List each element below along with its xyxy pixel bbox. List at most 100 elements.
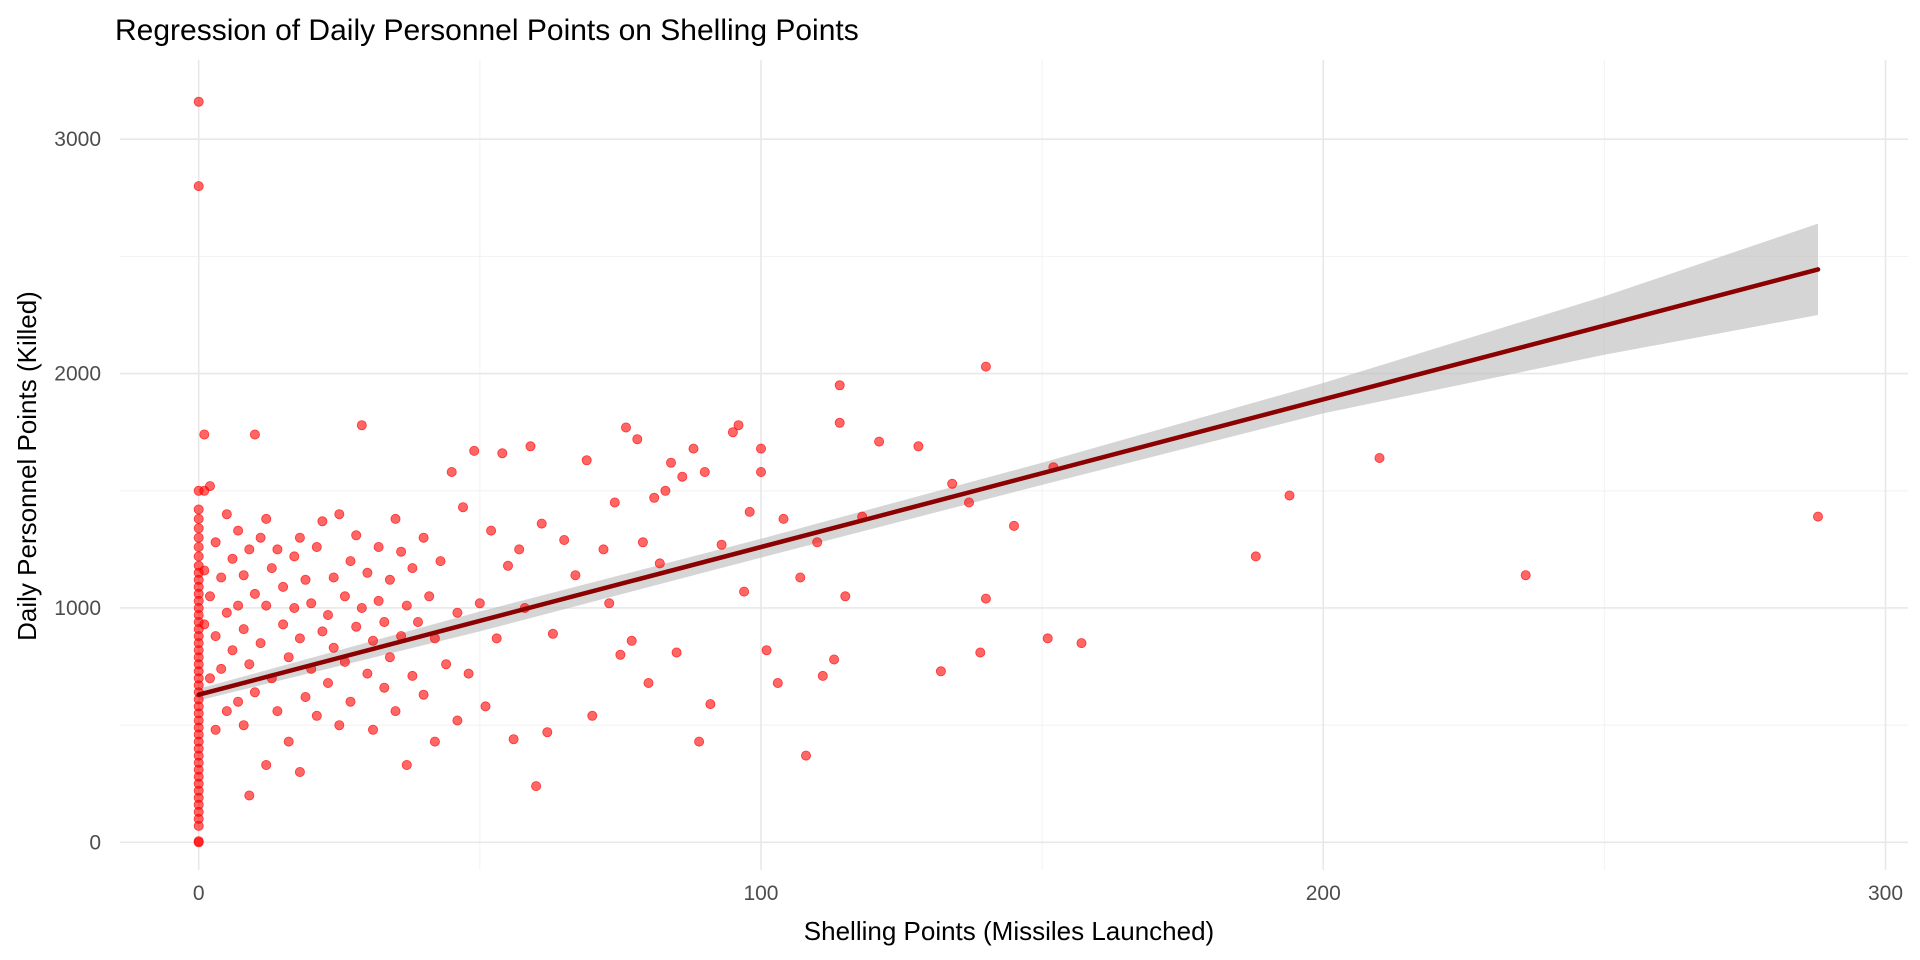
data-point <box>210 537 221 548</box>
data-point <box>283 736 294 747</box>
data-point <box>531 781 542 792</box>
y-tick-label: 3000 <box>54 128 101 151</box>
data-point <box>356 603 367 614</box>
data-point <box>1076 638 1087 649</box>
data-point <box>418 532 429 543</box>
data-point <box>334 509 345 520</box>
data-point <box>581 455 592 466</box>
y-tick-label: 2000 <box>54 363 101 386</box>
data-point <box>261 760 272 771</box>
data-point <box>362 567 373 578</box>
x-tick-label: 100 <box>743 882 778 905</box>
x-tick-label: 200 <box>1306 882 1341 905</box>
x-axis-ticks: 0 100 200 300 <box>193 882 1903 905</box>
data-point <box>328 642 339 653</box>
data-point <box>193 551 204 562</box>
data-point <box>362 668 373 679</box>
data-point <box>199 429 210 440</box>
data-point <box>233 600 244 611</box>
data-point <box>412 617 423 628</box>
data-point <box>379 682 390 693</box>
data-point <box>671 647 682 658</box>
data-point <box>457 502 468 513</box>
data-point <box>193 181 204 192</box>
scatter-points <box>193 96 1824 848</box>
data-point <box>221 706 232 717</box>
data-point <box>311 542 322 553</box>
data-point <box>547 628 558 639</box>
data-point <box>244 544 255 555</box>
data-point <box>193 504 204 515</box>
data-point <box>289 551 300 562</box>
data-point <box>345 696 356 707</box>
data-point <box>452 607 463 618</box>
data-point <box>834 380 845 391</box>
data-point <box>772 678 783 689</box>
data-point <box>913 441 924 452</box>
data-point <box>840 591 851 602</box>
data-point <box>249 588 260 599</box>
data-point <box>778 513 789 524</box>
data-point <box>1813 511 1824 522</box>
data-point <box>328 572 339 583</box>
data-point <box>193 96 204 107</box>
data-point <box>272 706 283 717</box>
data-point <box>294 532 305 543</box>
data-point <box>401 600 412 611</box>
grid <box>120 60 1908 870</box>
data-point <box>829 654 840 665</box>
confidence-band <box>198 223 1819 701</box>
data-point <box>418 689 429 700</box>
data-point <box>536 518 547 529</box>
data-point <box>621 422 632 433</box>
data-point <box>193 836 204 847</box>
data-point <box>407 563 418 574</box>
data-point <box>193 542 204 553</box>
data-point <box>238 720 249 731</box>
data-point <box>367 635 378 646</box>
data-point <box>834 417 845 428</box>
data-point <box>345 556 356 567</box>
x-axis-title: Shelling Points (Missiles Launched) <box>804 916 1214 946</box>
data-point <box>384 652 395 663</box>
data-point <box>1009 520 1020 531</box>
y-tick-label: 0 <box>89 831 101 854</box>
data-point <box>367 724 378 735</box>
data-point <box>204 673 215 684</box>
data-point <box>278 581 289 592</box>
data-point <box>396 546 407 557</box>
data-point <box>379 617 390 628</box>
data-point <box>317 516 328 527</box>
data-point <box>199 565 210 576</box>
data-point <box>1520 570 1531 581</box>
data-point <box>1250 551 1261 562</box>
data-point <box>756 443 767 454</box>
x-tick-label: 0 <box>193 882 205 905</box>
data-point <box>980 361 991 372</box>
data-point <box>283 652 294 663</box>
data-point <box>255 638 266 649</box>
data-point <box>249 429 260 440</box>
data-point <box>221 607 232 618</box>
data-point <box>812 537 823 548</box>
regression-line <box>196 267 1821 697</box>
data-point <box>975 647 986 658</box>
data-point <box>210 631 221 642</box>
data-point <box>401 760 412 771</box>
data-point <box>609 497 620 508</box>
y-axis-ticks: 0 1000 2000 3000 <box>54 128 101 854</box>
data-point <box>216 663 227 674</box>
chart-title: Regression of Daily Personnel Points on … <box>115 14 859 47</box>
data-point <box>255 532 266 543</box>
data-point <box>294 633 305 644</box>
data-point <box>739 586 750 597</box>
data-point <box>216 572 227 583</box>
data-point <box>694 736 705 747</box>
data-point <box>649 492 660 503</box>
data-point <box>514 544 525 555</box>
data-point <box>390 513 401 524</box>
data-point <box>221 509 232 520</box>
data-point <box>322 678 333 689</box>
data-point <box>874 436 885 447</box>
